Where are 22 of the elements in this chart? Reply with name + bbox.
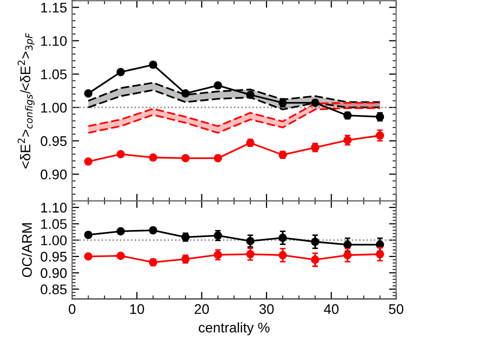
y-tick-label: 0.95 — [40, 252, 67, 262]
y-tick-label: 1.10 — [41, 36, 67, 46]
y-tick-label: 0.90 — [40, 170, 67, 180]
y-tick-label: 1.05 — [41, 69, 67, 80]
y-axis-title: OC/ARM — [22, 223, 32, 278]
x-tick-label: 50 — [388, 304, 404, 314]
y-tick-label: 1.15 — [41, 2, 67, 13]
x-tick-label: 40 — [324, 304, 339, 314]
y-tick-label: 0.95 — [40, 136, 67, 146]
x-tick-label: 20 — [194, 304, 209, 314]
y-tick-label: 0.85 — [40, 284, 67, 294]
x-axis-title: centrality % — [198, 322, 270, 336]
y-tick-label: 1.00 — [41, 102, 67, 113]
x-tick-label: 0 — [68, 304, 76, 314]
y-tick-label: 1.05 — [41, 219, 67, 229]
x-tick-label: 30 — [259, 304, 274, 314]
y-axis-title: <δE$^{2}$>$_{configs}$/<δE$^{2}$>$_{3pF}$ — [18, 32, 35, 168]
line-series — [87, 107, 381, 134]
y-tick-label: 1.00 — [41, 235, 67, 246]
y-tick-label: 0.90 — [40, 268, 67, 278]
y-tick-label: 1.10 — [41, 202, 67, 213]
x-tick-label: 10 — [130, 304, 144, 314]
